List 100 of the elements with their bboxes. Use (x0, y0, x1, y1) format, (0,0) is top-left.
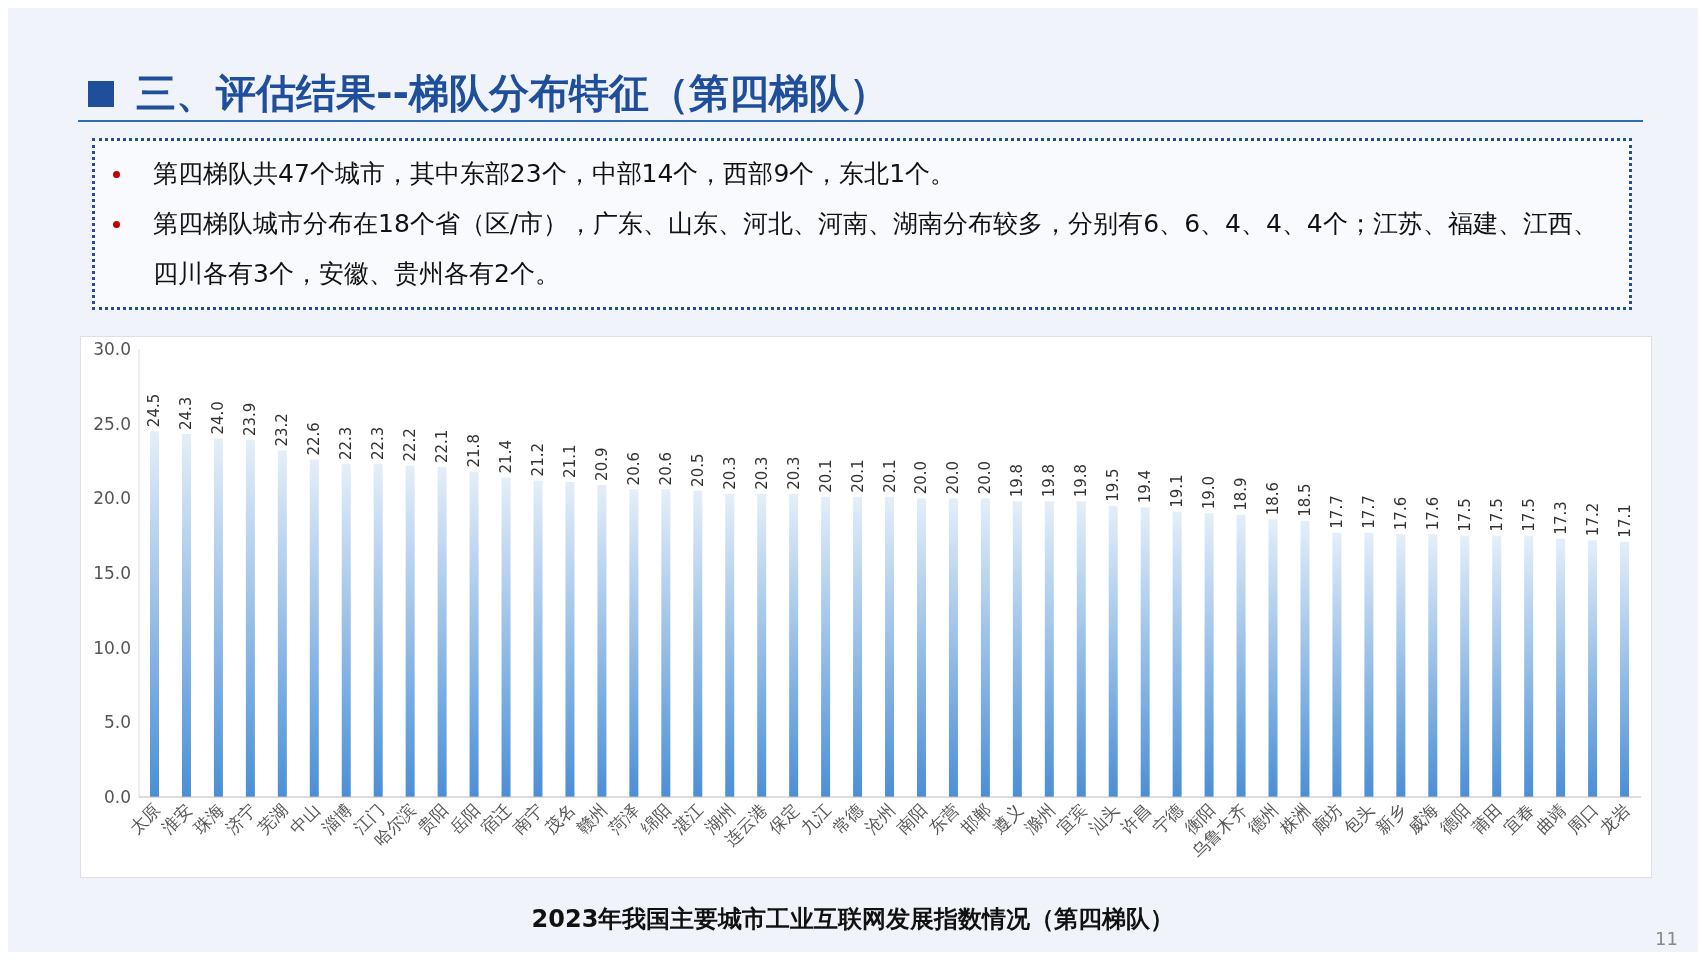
bar (1556, 538, 1566, 797)
bar (533, 480, 543, 797)
data-label: 20.3 (720, 456, 739, 490)
bar (1588, 540, 1598, 797)
bar (757, 493, 767, 797)
bar (629, 489, 639, 797)
data-label: 17.1 (1615, 504, 1634, 538)
bar (245, 440, 255, 797)
data-label: 20.1 (816, 459, 835, 493)
data-label: 23.9 (241, 402, 260, 437)
data-label: 19.8 (1008, 463, 1027, 498)
data-label: 22.1 (433, 429, 452, 463)
y-tick-label: 0.0 (103, 787, 131, 808)
data-label: 21.1 (560, 444, 579, 478)
data-label: 22.6 (305, 422, 324, 456)
bar (213, 438, 223, 797)
data-label: 22.3 (369, 426, 388, 460)
data-label: 24.0 (209, 401, 228, 435)
bar (1524, 535, 1534, 797)
y-tick-label: 25.0 (93, 413, 131, 434)
bar (341, 463, 351, 797)
bar (1236, 514, 1246, 797)
data-label: 17.5 (1455, 498, 1474, 532)
y-tick-label: 5.0 (103, 712, 131, 733)
bar (1140, 507, 1150, 797)
data-label: 20.1 (848, 459, 867, 493)
bar (853, 496, 863, 797)
data-label: 17.5 (1519, 498, 1538, 532)
data-label: 17.6 (1391, 496, 1410, 531)
data-label: 18.6 (1264, 481, 1283, 516)
bar (725, 493, 735, 797)
bar (277, 450, 287, 797)
bar (1268, 519, 1278, 797)
data-label: 20.5 (688, 453, 707, 487)
text: 2023年我国主要城市工业互联网发展指数情况（第四梯队） (531, 905, 1175, 933)
bar (437, 466, 447, 797)
data-label: 22.2 (401, 428, 420, 462)
y-tick-label: 20.0 (93, 488, 131, 509)
y-tick-label: 10.0 (93, 637, 131, 658)
bar (1044, 501, 1054, 797)
bar (309, 459, 319, 797)
data-label: 20.1 (880, 459, 899, 493)
bar (1428, 534, 1438, 797)
bar (1492, 535, 1502, 797)
x-tick-label: 芜湖 (253, 799, 292, 838)
data-label: 20.3 (752, 456, 771, 490)
data-label: 17.3 (1551, 501, 1570, 535)
bar (597, 484, 607, 797)
data-label: 21.2 (528, 443, 547, 477)
data-label: 19.4 (1136, 469, 1155, 504)
data-label: 22.3 (337, 426, 356, 460)
bar (948, 498, 958, 797)
bar (1396, 534, 1406, 797)
data-label: 19.0 (1200, 475, 1219, 510)
data-label: 21.8 (465, 434, 484, 468)
bar (1076, 501, 1086, 797)
bar (1012, 501, 1022, 797)
bar (1172, 511, 1182, 797)
data-label: 23.2 (273, 413, 292, 447)
bar (405, 465, 415, 797)
data-label: 20.0 (976, 460, 995, 495)
data-label: 21.4 (497, 440, 516, 474)
bar (150, 431, 159, 797)
bar (980, 498, 990, 797)
y-tick-label: 15.0 (93, 563, 131, 584)
bar (373, 463, 383, 797)
data-label: 17.6 (1423, 496, 1442, 531)
bar (565, 481, 575, 797)
bar (1332, 532, 1342, 797)
bar (501, 477, 511, 797)
bar (181, 434, 191, 797)
bar (1620, 541, 1630, 797)
data-label: 17.7 (1359, 495, 1378, 529)
y-tick-label: 30.0 (93, 339, 131, 360)
data-label: 20.9 (592, 447, 611, 481)
data-label: 19.1 (1168, 474, 1187, 508)
bar (469, 471, 479, 797)
data-label: 19.5 (1104, 468, 1123, 502)
bar (821, 496, 831, 797)
bar (789, 493, 799, 797)
bar (1364, 532, 1374, 797)
data-label: 17.5 (1487, 498, 1506, 532)
data-label: 20.0 (912, 460, 931, 495)
bar (1108, 505, 1118, 797)
bar (661, 489, 671, 797)
bar (885, 496, 895, 797)
bar (1460, 535, 1470, 797)
data-label: 20.3 (784, 456, 803, 490)
data-label: 18.5 (1295, 483, 1314, 517)
bar (916, 498, 926, 797)
data-label: 20.0 (944, 460, 963, 495)
data-label: 17.7 (1327, 495, 1346, 529)
data-label: 17.2 (1583, 502, 1602, 537)
data-label: 20.6 (656, 451, 675, 486)
chart-title: 三、评估结果--梯队分布特征（第四梯队） (136, 69, 890, 118)
data-label: 19.8 (1072, 463, 1091, 498)
bar (1300, 520, 1310, 797)
text: 第四梯队共47个城市，其中东部23个，中部14个，西部9个，东北1个。 (153, 158, 956, 190)
text: 11 (1655, 928, 1678, 949)
data-label: 18.9 (1232, 477, 1251, 511)
